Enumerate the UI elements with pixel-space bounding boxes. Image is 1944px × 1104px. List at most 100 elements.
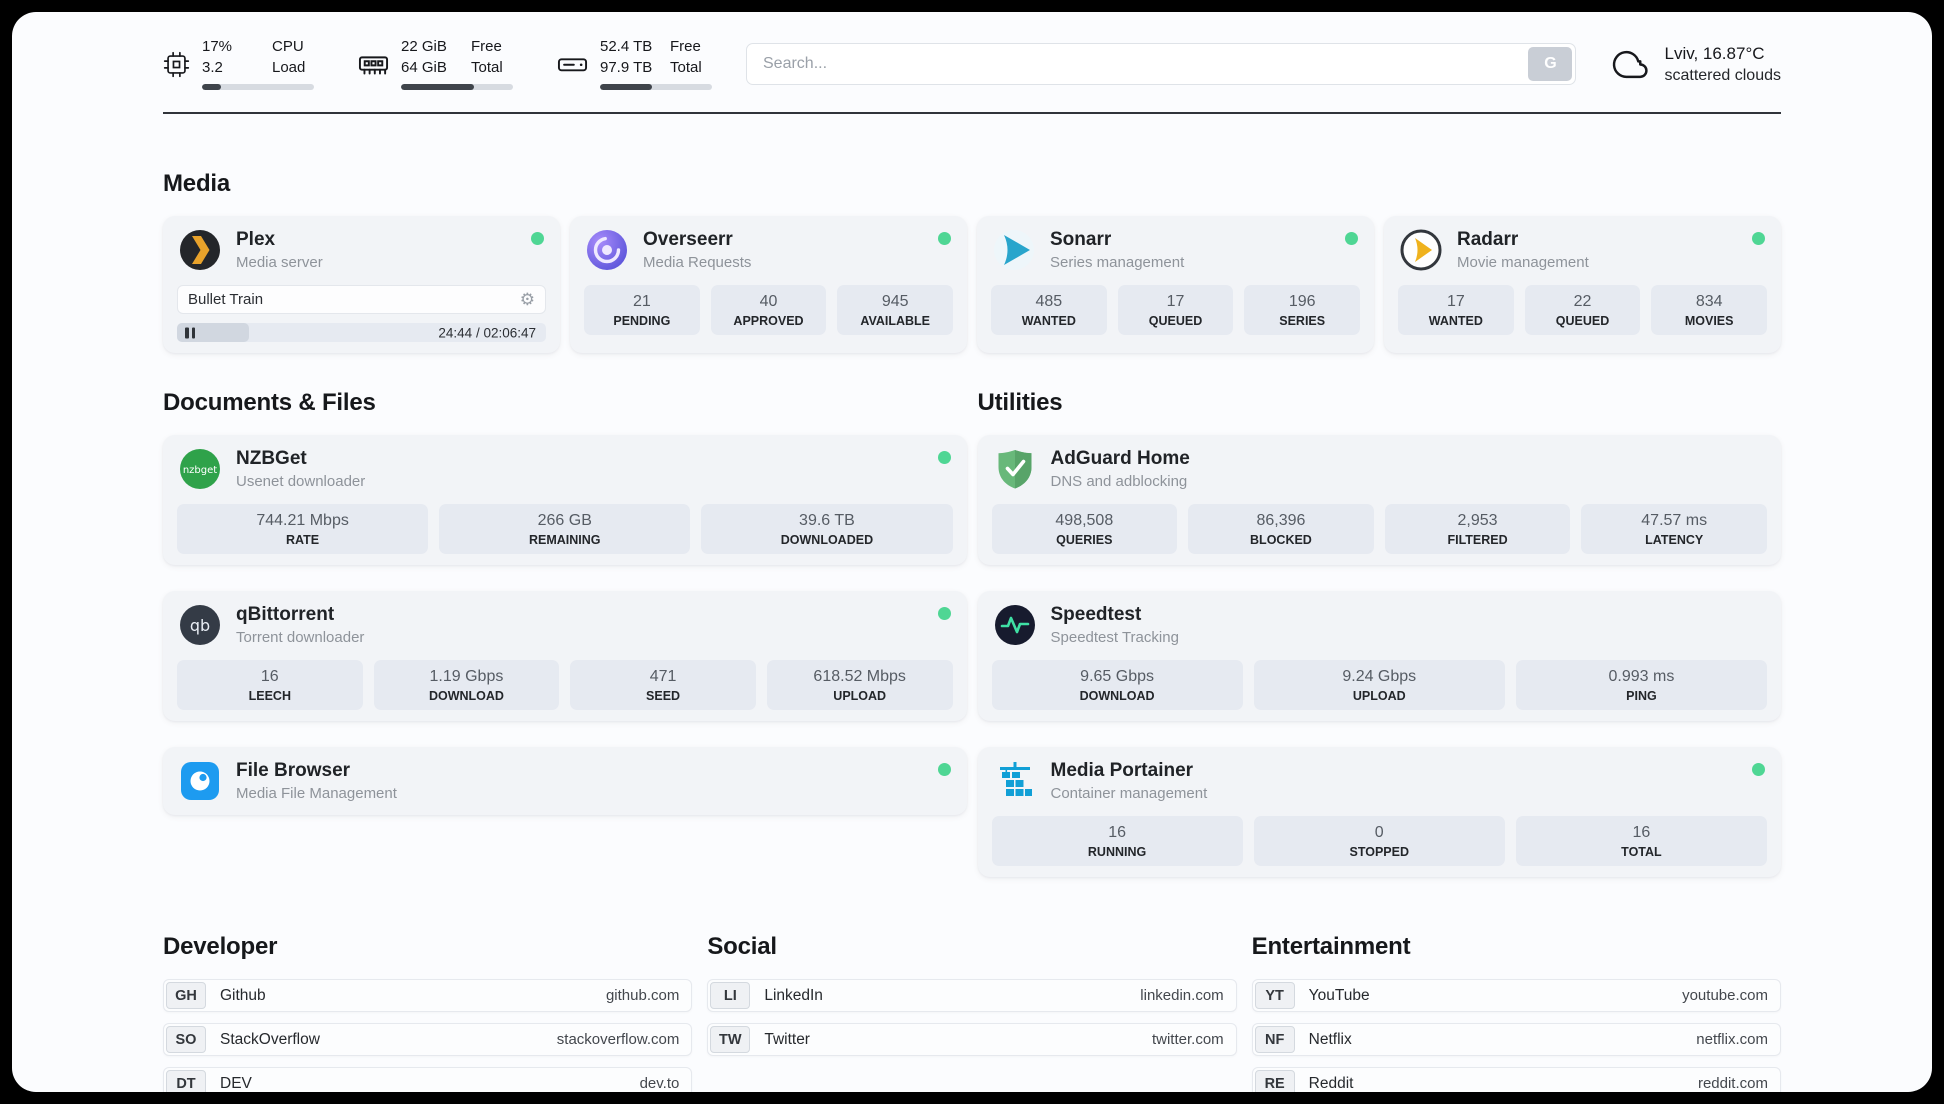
- stat-downloaded: 39.6 TB DOWNLOADED: [701, 504, 953, 554]
- link-twitter[interactable]: TW Twitter twitter.com: [707, 1023, 1237, 1056]
- overseerr-card[interactable]: Overseerr Media Requests 21 PENDING 40 A…: [570, 216, 967, 353]
- ram-icon: [358, 51, 389, 78]
- pause-button[interactable]: [185, 327, 195, 338]
- link-github[interactable]: GH Github github.com: [163, 979, 693, 1012]
- stat-value: 39.6 TB: [799, 512, 855, 529]
- stat-label: RUNNING: [1087, 845, 1147, 859]
- app-name: Radarr: [1457, 229, 1519, 250]
- system-monitors: 17% 3.2 CPU Load: [163, 38, 712, 90]
- nzbget-card[interactable]: nzbget NZBGet Usenet downloader 744.21 M…: [163, 435, 967, 565]
- stat-available: 945 AVAILABLE: [837, 285, 954, 335]
- stat-filtered: 2,953 FILTERED: [1384, 504, 1571, 554]
- section-utilities: Utilities: [977, 389, 1781, 877]
- link-abbr: GH: [166, 982, 206, 1009]
- stat-value: 40: [759, 293, 778, 310]
- search-input[interactable]: [746, 43, 1577, 85]
- app-desc: DNS and adblocking: [1050, 473, 1188, 490]
- stat-download: 1.19 Gbps DOWNLOAD: [373, 660, 560, 710]
- link-abbr: NF: [1254, 1026, 1295, 1053]
- app-desc: Media File Management: [236, 785, 397, 802]
- link-youtube[interactable]: YT YouTube youtube.com: [1251, 979, 1781, 1012]
- link-domain: dev.to: [639, 1075, 680, 1092]
- disk-free-value: 52.4 TB: [600, 38, 653, 55]
- stat-ping: 0.993 ms PING: [1515, 660, 1768, 710]
- playback-progress-bar[interactable]: 24:44 / 02:06:47: [177, 323, 546, 342]
- plex-card[interactable]: Plex Media server Bullet Train ⚙ 24:44 /…: [163, 216, 560, 353]
- stat-label: PING: [1626, 689, 1657, 703]
- stat-wanted: 485 WANTED: [991, 285, 1107, 335]
- ram-progress-bar: [401, 84, 513, 90]
- gear-icon[interactable]: ⚙: [519, 290, 535, 309]
- app-name: AdGuard Home: [1050, 448, 1190, 469]
- radarr-icon: [1398, 227, 1444, 273]
- link-reddit[interactable]: RE Reddit reddit.com: [1251, 1067, 1781, 1092]
- cpu-progress-bar: [202, 84, 314, 90]
- status-dot: [1752, 763, 1765, 776]
- stat-label: WANTED: [1428, 314, 1483, 328]
- adguard-card[interactable]: AdGuard Home DNS and adblocking 498,508 …: [977, 435, 1781, 565]
- stat-value: 2,953: [1457, 512, 1498, 529]
- link-linkedin[interactable]: LI LinkedIn linkedin.com: [707, 979, 1237, 1012]
- section-social: Social LI LinkedIn linkedin.com TW Twitt…: [707, 933, 1237, 1056]
- stat-download: 9.65 Gbps DOWNLOAD: [991, 660, 1243, 710]
- link-domain: reddit.com: [1697, 1075, 1768, 1092]
- sonarr-card[interactable]: Sonarr Series management 485 WANTED 17 Q…: [977, 216, 1374, 353]
- stat-seed: 471 SEED: [570, 660, 756, 710]
- link-netflix[interactable]: NF Netflix netflix.com: [1251, 1023, 1781, 1056]
- app-name: Overseerr: [643, 229, 733, 250]
- ram-total-value: 64 GiB: [401, 59, 447, 76]
- plex-icon: [177, 227, 223, 273]
- link-dev[interactable]: DT DEV dev.to: [163, 1067, 693, 1092]
- app-name: Speedtest: [1050, 604, 1142, 625]
- status-dot: [937, 763, 951, 776]
- link-domain: twitter.com: [1151, 1031, 1224, 1048]
- stat-stopped: 0 STOPPED: [1253, 816, 1505, 866]
- stat-value: 196: [1288, 293, 1316, 310]
- app-desc: Media Requests: [643, 254, 752, 271]
- stat-blocked: 86,396 BLOCKED: [1188, 504, 1374, 554]
- stat-value: 0.993 ms: [1608, 668, 1675, 685]
- ram-free-label: Free: [471, 38, 502, 55]
- link-abbr: TW: [710, 1026, 751, 1053]
- section-media: Media Plex Media serv: [163, 170, 1781, 353]
- portainer-card[interactable]: Media Portainer Container management 16 …: [977, 747, 1781, 877]
- speedtest-card[interactable]: Speedtest Speedtest Tracking 9.65 Gbps D…: [977, 591, 1781, 721]
- weather-widget: Lviv, 16.87°C scattered clouds: [1610, 44, 1781, 85]
- link-abbr: SO: [166, 1026, 206, 1053]
- stat-value: 17: [1166, 293, 1185, 310]
- app-name: qBittorrent: [236, 604, 335, 625]
- qbittorrent-card[interactable]: qb qBittorrent Torrent downloader 16: [163, 591, 967, 721]
- cpu-usage-value: 17%: [202, 38, 233, 55]
- svg-text:nzbget: nzbget: [183, 465, 217, 476]
- disk-free-label: Free: [670, 38, 701, 55]
- stat-movies: 834 MOVIES: [1651, 285, 1768, 335]
- weather-condition: scattered clouds: [1664, 66, 1781, 84]
- stat-running: 16 RUNNING: [991, 816, 1243, 866]
- status-dot: [938, 232, 951, 245]
- qbittorrent-icon: qb: [177, 602, 223, 648]
- link-name: LinkedIn: [764, 986, 823, 1004]
- radarr-card[interactable]: Radarr Movie management 17 WANTED 22 QUE…: [1384, 216, 1781, 353]
- link-stackoverflow[interactable]: SO StackOverflow stackoverflow.com: [163, 1023, 693, 1056]
- stat-value: 86,396: [1256, 512, 1306, 529]
- filebrowser-icon: [177, 758, 223, 804]
- stat-label: QUEUED: [1555, 314, 1610, 328]
- filebrowser-card[interactable]: File Browser Media File Management: [163, 747, 967, 815]
- stat-label: AVAILABLE: [860, 314, 931, 328]
- dashboard-surface: 17% 3.2 CPU Load: [12, 12, 1932, 1092]
- section-entertainment: Entertainment YT YouTube youtube.com NF …: [1251, 933, 1781, 1092]
- stat-queries: 498,508 QUERIES: [991, 504, 1178, 554]
- cpu-progress-fill: [202, 84, 222, 90]
- stat-value: 9.65 Gbps: [1080, 668, 1154, 685]
- search-engine-button[interactable]: G: [1528, 47, 1573, 81]
- stat-label: DOWNLOAD: [1079, 689, 1155, 703]
- stat-value: 16: [260, 668, 279, 685]
- stat-value: 21: [632, 293, 651, 310]
- stat-value: 47.57 ms: [1641, 512, 1708, 529]
- app-desc: Media server: [236, 254, 323, 271]
- stat-label: DOWNLOAD: [428, 689, 504, 703]
- link-abbr: YT: [1254, 982, 1295, 1009]
- stat-value: 16: [1632, 824, 1651, 841]
- sonarr-icon: [991, 227, 1037, 273]
- ram-monitor: 22 GiB 64 GiB Free Total: [358, 38, 513, 90]
